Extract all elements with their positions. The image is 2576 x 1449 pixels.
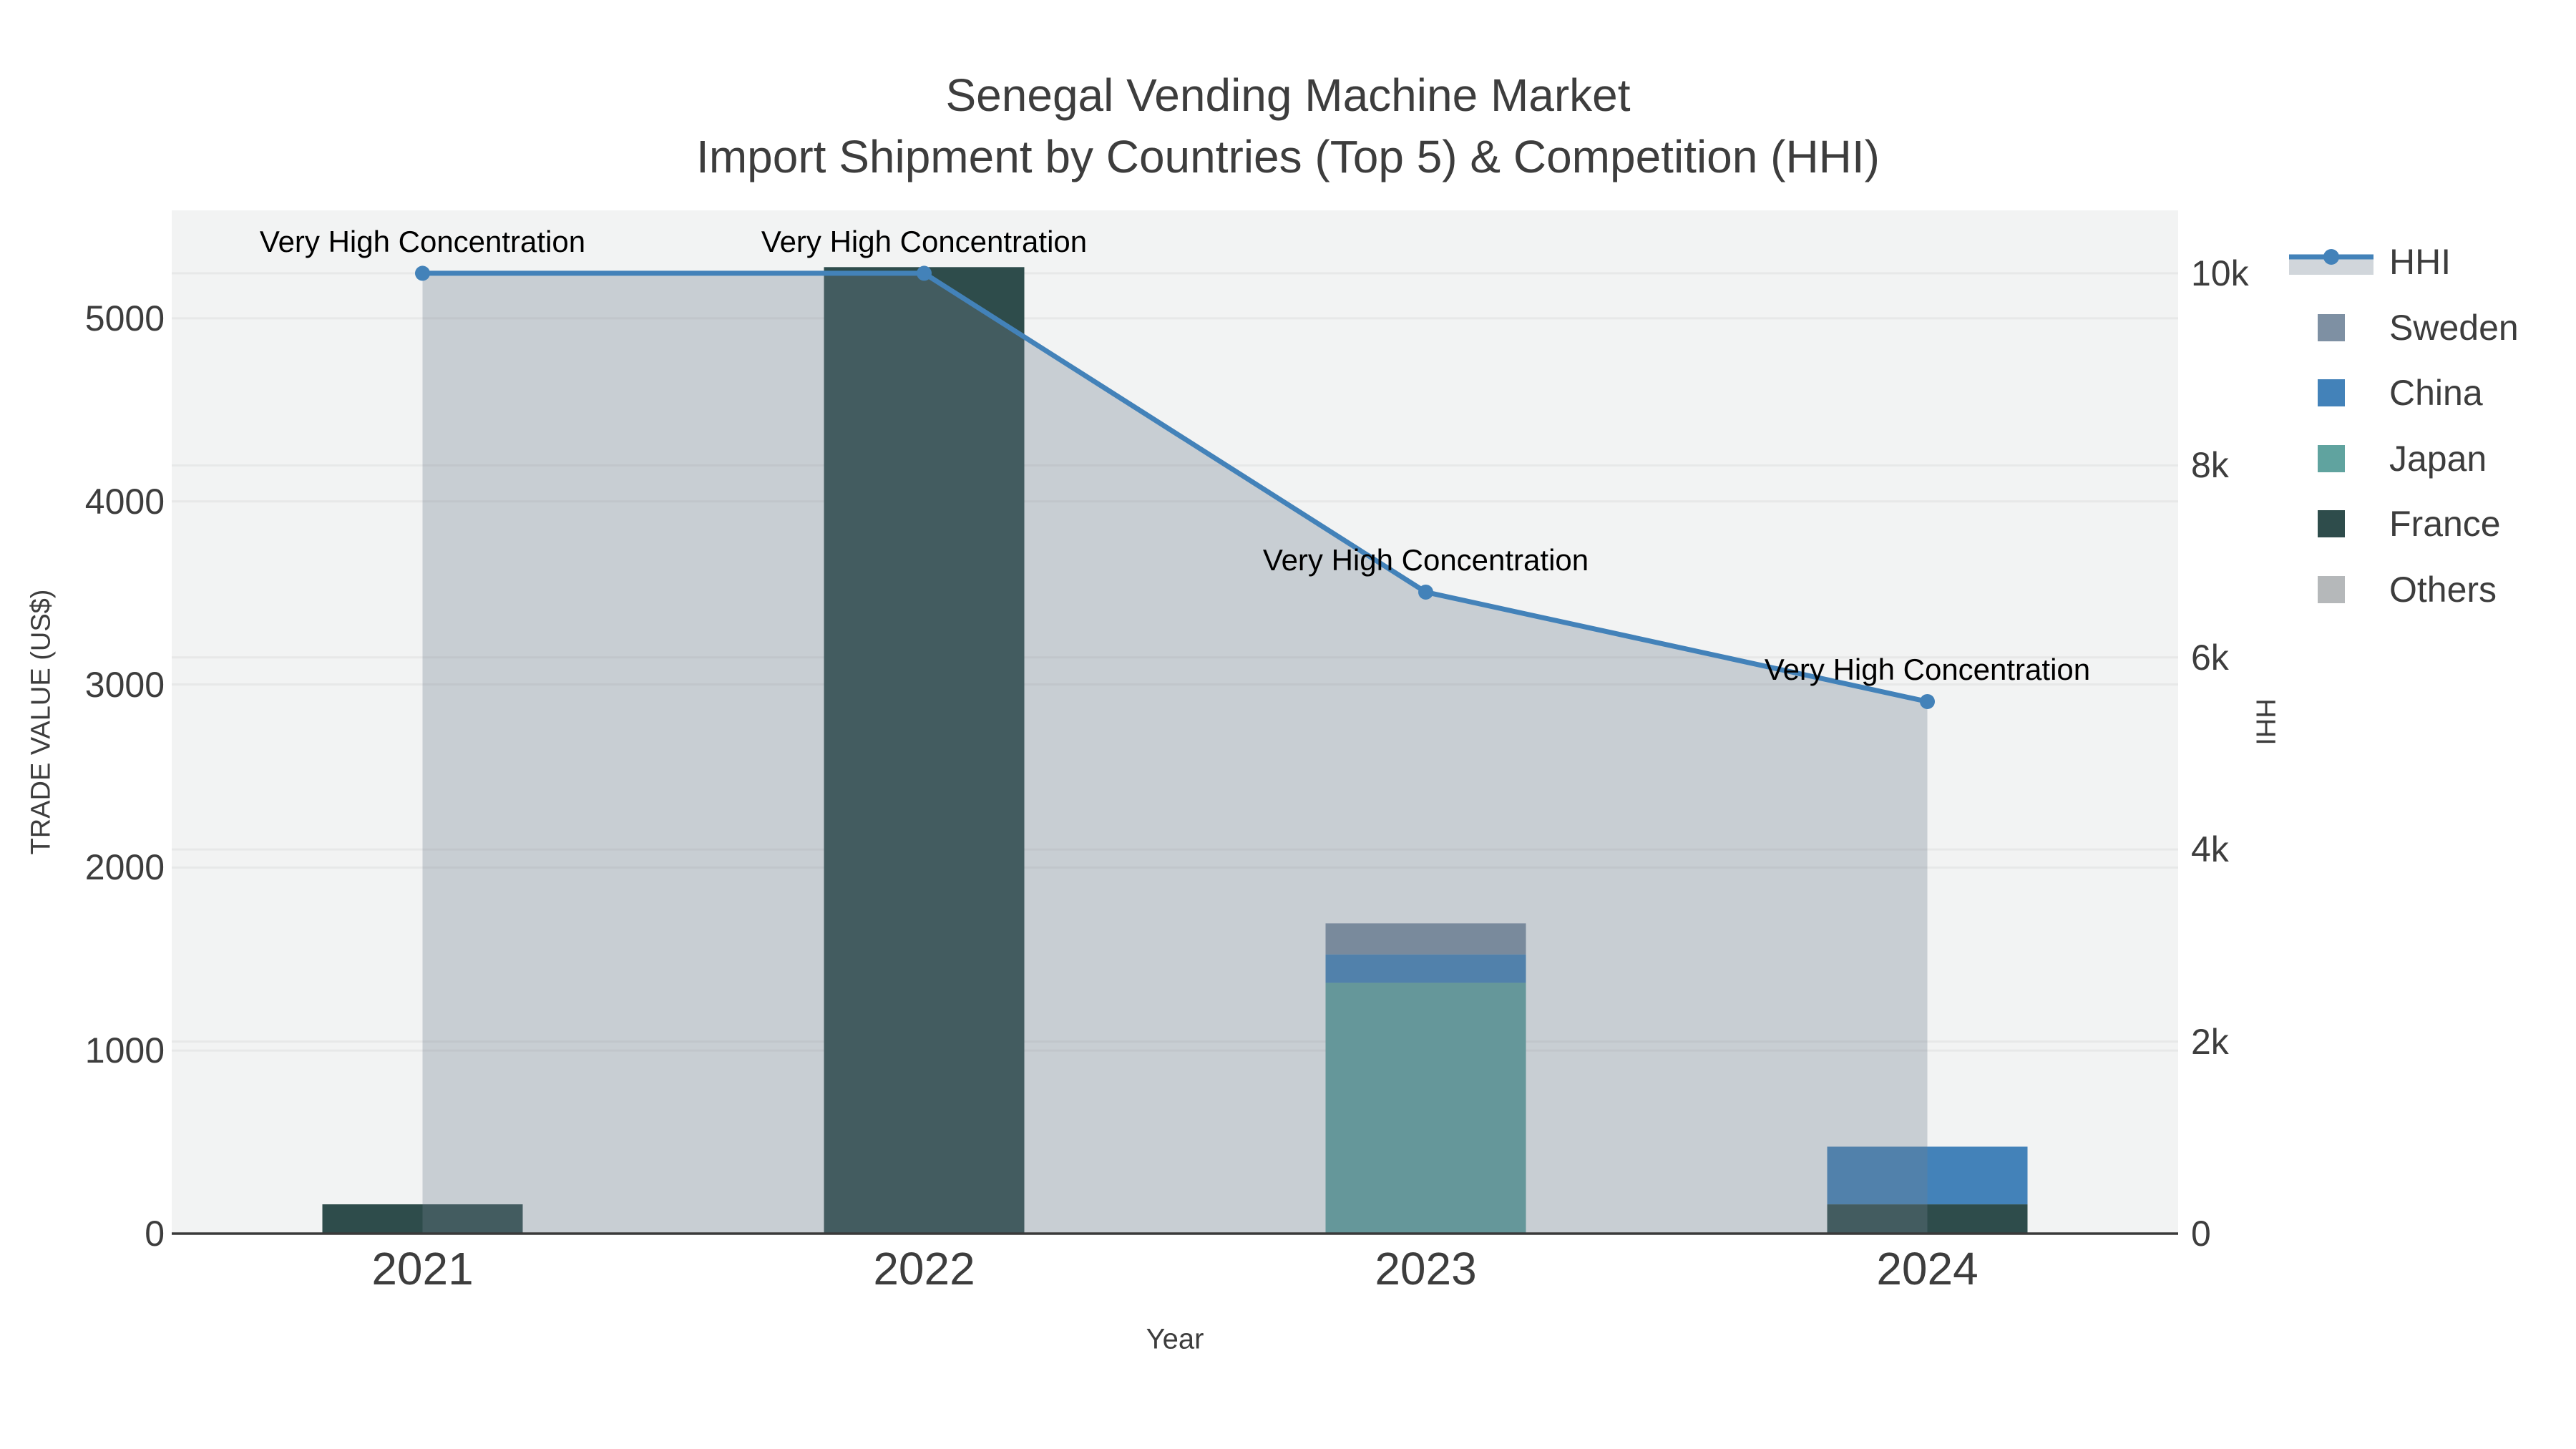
annotation-concentration: Very High Concentration [761,224,1088,258]
hhi-marker-2022[interactable] [917,265,932,281]
hhi-marker-2021[interactable] [415,265,430,281]
bar-segment-sweden-2023[interactable] [1325,923,1526,955]
x-tick-label: 2022 [873,1243,975,1294]
annotation-concentration: Very High Concentration [259,224,586,258]
legend-label: Others [2389,569,2497,610]
y-right-tick-label: 4k [2191,829,2229,870]
y-right-tick-label: 6k [2191,637,2229,678]
y-left-tick-label: 1000 [84,1030,165,1071]
legend-swatch-france [2318,510,2345,537]
legend-swatch-china [2318,379,2345,406]
legend-item-france[interactable]: France [2285,502,2501,545]
annotation-concentration: Very High Concentration [1262,543,1589,577]
bar-segment-france-2024[interactable] [1827,1204,2028,1234]
y-left-tick-label: 0 [145,1214,165,1254]
chart-title-line1: Senegal Vending Machine Market [945,69,1631,121]
legend-item-others[interactable]: Others [2285,568,2497,611]
y-right-tick-label: 2k [2191,1021,2229,1062]
legend-label: Sweden [2389,307,2519,348]
legend-sample-hhi-line [2285,240,2378,283]
hhi-fill-area [422,273,1928,1234]
bar-segment-france-2021[interactable] [322,1204,523,1234]
x-tick-label: 2024 [1876,1243,1979,1294]
x-tick-label: 2021 [371,1243,474,1294]
y-axis-right-title: HHI [2250,698,2280,746]
y-left-tick-label: 3000 [84,664,165,705]
plot-background [172,210,2178,1234]
legend-label: China [2389,373,2483,413]
y-left-tick-label: 4000 [84,481,165,522]
legend-swatch-china [2285,371,2378,414]
legend-item-japan[interactable]: Japan [2285,437,2487,480]
legend-item-hhi[interactable]: HHI [2285,240,2451,283]
chart-title-line2: Import Shipment by Countries (Top 5) & C… [696,131,1880,182]
x-tick-label: 2023 [1375,1243,1477,1294]
bar-segment-japan-2023[interactable] [1325,982,1526,1234]
legend-swatch-sweden [2318,313,2345,341]
legend-label: France [2389,504,2501,544]
legend-swatch-others [2318,575,2345,603]
legend-label: HHI [2389,242,2451,282]
chart-title: Senegal Vending Machine Market Import Sh… [0,64,2576,187]
y-left-tick-label: 2000 [84,847,165,888]
legend-swatch-france [2285,502,2378,545]
hhi-marker-2024[interactable] [1920,693,1935,709]
hhi-marker-2023[interactable] [1418,584,1433,600]
legend-item-china[interactable]: China [2285,371,2483,414]
legend-swatch-japan [2318,444,2345,472]
bar-segment-china-2023[interactable] [1325,954,1526,983]
y-axis-left-title: TRADE VALUE (US$) [26,589,57,855]
legend-label: Japan [2389,438,2487,479]
y-left-tick-label: 5000 [84,298,165,338]
legend-item-sweden[interactable]: Sweden [2285,306,2519,349]
hhi-line [422,270,1928,704]
bar-segment-france-2022[interactable] [824,267,1025,1234]
y-right-tick-label: 0 [2191,1214,2211,1254]
annotation-concentration: Very High Concentration [1764,653,2091,687]
bar-segment-china-2024[interactable] [1827,1146,2028,1205]
legend-swatch-japan [2285,437,2378,480]
legend-swatch-sweden [2285,306,2378,349]
x-axis-title: Year [1146,1323,1204,1355]
legend-swatch-others [2285,568,2378,611]
y-right-tick-label: 8k [2191,445,2229,486]
y-right-tick-label: 10k [2191,253,2249,293]
